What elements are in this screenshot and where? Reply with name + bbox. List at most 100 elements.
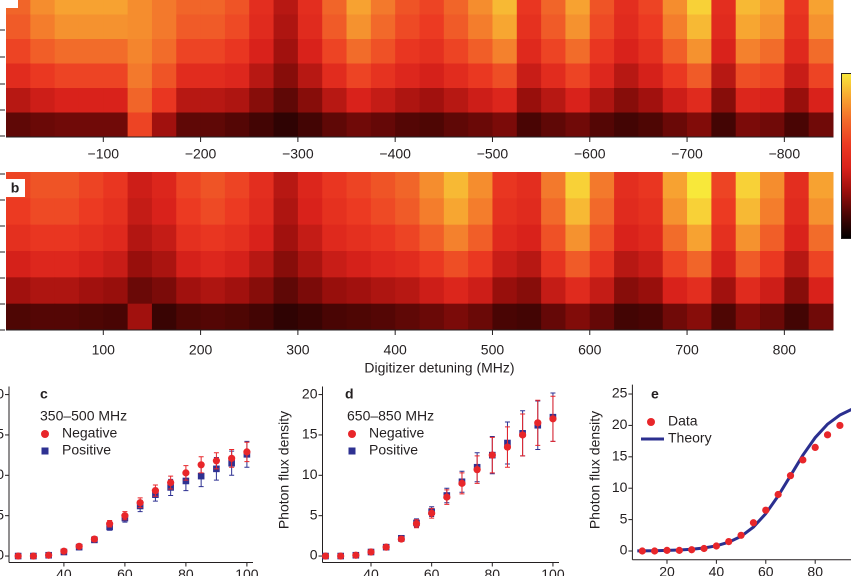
heatmap-cell (346, 0, 372, 15)
heatmap-cell (370, 63, 396, 89)
x-tick-label: 60 (424, 566, 440, 576)
heatmap-cell (54, 172, 80, 199)
marker (29, 552, 37, 560)
heatmap-cell (565, 251, 591, 278)
heatmap-cell (735, 63, 761, 89)
heatmap-cell (468, 14, 493, 40)
heatmap-cell (30, 172, 56, 199)
y-tick-label: 10 (302, 466, 318, 482)
heatmap-cell (151, 198, 177, 226)
heatmap-cell (370, 251, 396, 278)
marker (488, 451, 496, 459)
heatmap-cell (565, 198, 591, 226)
marker (458, 479, 466, 487)
heatmap-cell (760, 0, 785, 15)
marker (473, 466, 481, 474)
heatmap-cell (273, 251, 299, 278)
heatmap-cell (614, 112, 639, 138)
heatmap-cell (176, 63, 202, 89)
heatmap-cell (78, 303, 104, 331)
heatmap-cell (735, 14, 761, 40)
marker (651, 547, 659, 555)
panel-label: e (651, 386, 659, 402)
heatmap-cell (760, 251, 785, 278)
heatmap-cell (30, 39, 56, 64)
heatmap-cell (6, 198, 31, 226)
heatmap-cell (273, 172, 299, 199)
heatmap-cell (492, 172, 518, 199)
heatmap-cell (760, 224, 785, 252)
y-tick-label: 20 (0, 385, 4, 401)
heatmap-cell (541, 303, 566, 331)
heatmap-cell (638, 112, 664, 138)
heatmap-cell (516, 63, 542, 89)
heatmap-cell (784, 224, 810, 252)
heatmap-cell (395, 224, 420, 252)
panel-label: d (345, 386, 354, 402)
heatmap-cell (346, 198, 372, 226)
heatmap-cell (565, 303, 591, 331)
heatmap-cell (176, 112, 202, 138)
heatmap-cell (30, 14, 56, 40)
heatmap-cell (711, 303, 737, 331)
annotation: 650–850 MHz (347, 408, 434, 424)
panel-label: b (11, 180, 20, 196)
marker (799, 456, 807, 464)
heatmap-cell (541, 63, 566, 89)
heatmap-cell (492, 88, 518, 113)
heatmap-cell (54, 39, 80, 64)
heatmap-cell (614, 303, 639, 331)
heatmap-cell (784, 277, 810, 305)
marker (811, 443, 819, 451)
heatmap-cell (176, 277, 202, 305)
marker (136, 499, 144, 507)
heatmap-cell (6, 251, 31, 278)
heatmap-cell (808, 198, 834, 226)
heatmap-cell (711, 198, 737, 226)
heatmap-cell (784, 251, 810, 278)
heatmap-cell (273, 14, 299, 40)
heatmap-cell (54, 198, 80, 226)
heatmap-cell (687, 14, 712, 40)
heatmap-cell (103, 224, 129, 252)
x-tick-label: 40 (56, 566, 72, 576)
heatmap-cell (443, 63, 469, 89)
y-tick-label: 5 (310, 506, 318, 522)
heatmap-cell (443, 0, 469, 15)
heatmap-cell (516, 251, 542, 278)
marker (762, 506, 770, 514)
marker (167, 478, 175, 487)
x-tick-label: 700 (675, 342, 699, 358)
marker (75, 542, 83, 550)
heatmap-cell (151, 251, 177, 278)
heatmap-cell (443, 303, 469, 331)
heatmap-cell (54, 88, 80, 113)
heatmap-cell (784, 303, 810, 331)
heatmap-cell (492, 303, 518, 331)
heatmap-cell (78, 277, 104, 305)
heatmap-cell (103, 112, 129, 138)
heatmap-cell (54, 277, 80, 305)
heatmap-cell (370, 0, 396, 15)
heatmap-cell (614, 224, 639, 252)
heatmap-cell (468, 224, 493, 252)
heatmap-cell (54, 14, 80, 40)
heatmap-cell (687, 88, 712, 113)
heatmap-cell (468, 172, 493, 199)
heatmap-cell (346, 63, 372, 89)
heatmap-cell (808, 63, 834, 89)
heatmap-cell (516, 198, 542, 226)
heatmap-cell (224, 88, 250, 113)
y-tick-label: 20 (612, 416, 628, 432)
y-tick-label: 10 (0, 466, 4, 482)
heatmap-cell (565, 0, 591, 15)
heatmap-cell (322, 88, 348, 113)
heatmap-cell (151, 39, 177, 64)
heatmap-cell (322, 0, 348, 15)
heatmap-cell (346, 251, 372, 278)
x-tick-label: −600 (574, 146, 606, 162)
heatmap-cell (541, 224, 566, 252)
heatmap-cell (78, 0, 104, 15)
heatmap-cell (589, 0, 615, 15)
heatmap-cell (224, 14, 250, 40)
